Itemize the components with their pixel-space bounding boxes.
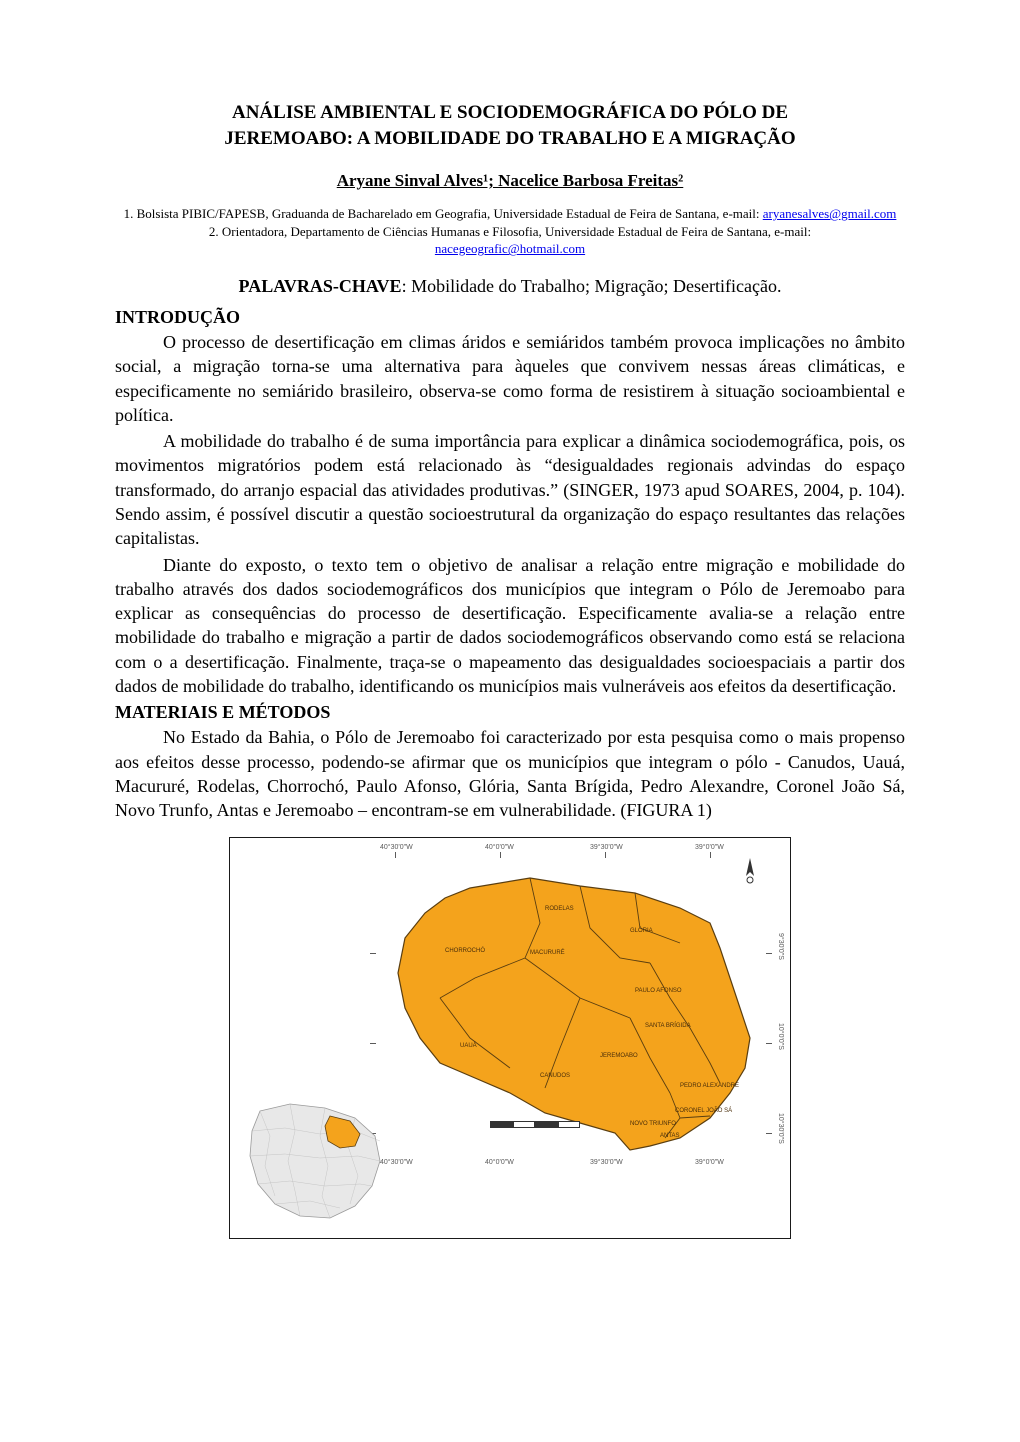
- coord-bot-1: 40°0'0"W: [485, 1159, 514, 1166]
- map-label-antas: ANTAS: [660, 1133, 680, 1139]
- intro-paragraph-1: O processo de desertificação em climas á…: [115, 330, 905, 427]
- document-title: ANÁLISE AMBIENTAL E SOCIODEMOGRÁFICA DO …: [115, 100, 905, 151]
- map-label-chorrocho: CHORROCHÓ: [445, 948, 485, 954]
- map-label-paulo-afonso: PAULO AFONSO: [635, 988, 682, 994]
- coord-top-2: 39°30'0"W: [590, 844, 623, 851]
- map-label-coronel-joao-sa: CORONEL JOÃO SÁ: [675, 1108, 732, 1114]
- map-inset-state: [240, 1096, 390, 1226]
- coord-right-0: 9°30'0"S: [777, 933, 784, 960]
- heading-introducao: INTRODUÇÃO: [115, 307, 905, 328]
- keywords-label: PALAVRAS-CHAVE: [239, 276, 402, 296]
- map-label-novo-triunfo: NOVO TRIUNFO: [630, 1121, 676, 1127]
- intro-paragraph-3: Diante do exposto, o texto tem o objetiv…: [115, 553, 905, 699]
- inset-state-outline: [250, 1104, 380, 1218]
- map-label-gloria: GLÓRIA: [630, 928, 653, 934]
- map-label-macurure: MACURURÉ: [530, 950, 565, 956]
- coord-right-1: 10°0'0"S: [777, 1023, 784, 1050]
- authors-line: Aryane Sinval Alves¹; Nacelice Barbosa F…: [115, 171, 905, 191]
- affiliation-2: 2. Orientadora, Departamento de Ciências…: [115, 223, 905, 258]
- keywords-line: PALAVRAS-CHAVE: Mobilidade do Trabalho; …: [115, 276, 905, 297]
- tick-left-0: [370, 953, 376, 954]
- figure-1-frame: 40°30'0"W 40°0'0"W 39°30'0"W 39°0'0"W 9°…: [229, 837, 791, 1239]
- tick-right-2: [766, 1133, 772, 1134]
- coord-right-2: 10°30'0"S: [777, 1113, 784, 1144]
- map-label-canudos: CANUDOS: [540, 1073, 570, 1079]
- tick-top-0: [395, 852, 396, 858]
- affil-1-text: 1. Bolsista PIBIC/FAPESB, Graduanda de B…: [124, 206, 763, 221]
- page-container: ANÁLISE AMBIENTAL E SOCIODEMOGRÁFICA DO …: [0, 0, 1020, 1442]
- map-label-santa-brigida: SANTA BRÍGIDA: [645, 1023, 691, 1029]
- map-label-rodelas: RODELAS: [545, 906, 574, 912]
- tick-right-0: [766, 953, 772, 954]
- coord-top-3: 39°0'0"W: [695, 844, 724, 851]
- methods-paragraph-1: No Estado da Bahia, o Pólo de Jeremoabo …: [115, 725, 905, 822]
- map-label-jeremoabo: JEREMOABO: [600, 1053, 638, 1059]
- coord-bot-3: 39°0'0"W: [695, 1159, 724, 1166]
- affiliation-1: 1. Bolsista PIBIC/FAPESB, Graduanda de B…: [115, 205, 905, 223]
- heading-materiais: MATERIAIS E MÉTODOS: [115, 702, 905, 723]
- coord-top-1: 40°0'0"W: [485, 844, 514, 851]
- affil-2-email-link[interactable]: nacegeografic@hotmail.com: [435, 241, 585, 256]
- intro-paragraph-2: A mobilidade do trabalho é de suma impor…: [115, 429, 905, 550]
- tick-top-1: [500, 852, 501, 858]
- tick-top-3: [710, 852, 711, 858]
- title-line-2: JEREMOABO: A MOBILIDADE DO TRABALHO E A …: [224, 128, 795, 149]
- tick-right-1: [766, 1043, 772, 1044]
- affil-1-email-link[interactable]: aryanesalves@gmail.com: [763, 206, 897, 221]
- coord-top-0: 40°30'0"W: [380, 844, 413, 851]
- map-scalebar: [490, 1121, 580, 1128]
- affil-2-text: 2. Orientadora, Departamento de Ciências…: [209, 224, 811, 239]
- map-label-pedro-alexandre: PEDRO ALEXANDRE: [680, 1083, 739, 1089]
- map-label-uaua: UAUÁ: [460, 1043, 477, 1049]
- keywords-text: : Mobilidade do Trabalho; Migração; Dese…: [402, 276, 782, 296]
- tick-left-1: [370, 1043, 376, 1044]
- figure-1-wrap: 40°30'0"W 40°0'0"W 39°30'0"W 39°0'0"W 9°…: [115, 837, 905, 1239]
- title-line-1: ANÁLISE AMBIENTAL E SOCIODEMOGRÁFICA DO …: [232, 102, 788, 123]
- coord-bot-2: 39°30'0"W: [590, 1159, 623, 1166]
- tick-top-2: [605, 852, 606, 858]
